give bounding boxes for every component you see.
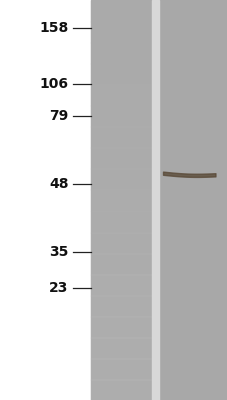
Bar: [91, 190, 152, 212]
Text: 23: 23: [49, 281, 68, 295]
Bar: [91, 168, 152, 190]
Bar: [91, 84, 152, 106]
Bar: [158, 0, 227, 400]
Bar: [91, 295, 152, 317]
Text: 35: 35: [49, 245, 68, 259]
Bar: [91, 337, 152, 359]
Bar: [91, 379, 152, 400]
Bar: [91, 147, 152, 169]
Bar: [91, 63, 152, 85]
Text: 158: 158: [39, 21, 68, 35]
Bar: [91, 358, 152, 380]
Bar: [91, 274, 152, 296]
Text: 79: 79: [49, 109, 68, 123]
Bar: [91, 232, 152, 254]
Bar: [91, 316, 152, 338]
Bar: [91, 0, 152, 22]
Bar: [91, 105, 152, 127]
Text: 106: 106: [39, 77, 68, 91]
Bar: [91, 42, 152, 64]
Bar: [91, 253, 152, 275]
Text: 48: 48: [49, 177, 68, 191]
Bar: [152, 0, 158, 400]
Bar: [91, 210, 152, 232]
Bar: [91, 126, 152, 148]
Bar: [91, 21, 152, 43]
Bar: [91, 0, 152, 400]
